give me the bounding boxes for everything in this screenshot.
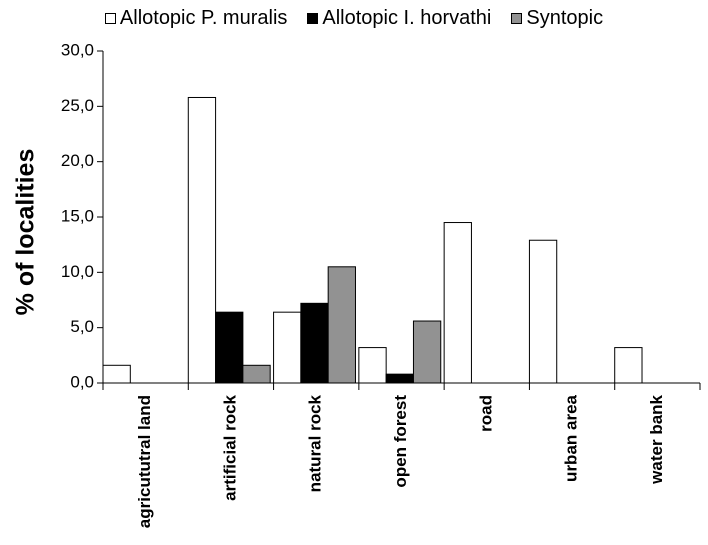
legend-item-p-muralis: Allotopic P. muralis: [104, 6, 288, 30]
bar-allotopic-p-muralis-4: [443, 222, 472, 384]
y-axis-label: % of localities: [12, 149, 40, 316]
legend-item-i-horvathi: Allotopic I. horvathi: [307, 7, 491, 30]
legend-swatch-p-muralis: [104, 12, 116, 24]
bar-allotopic-p-muralis-2: [273, 311, 302, 384]
y-tick-label: 20,0: [61, 151, 94, 170]
y-tick-label: 15,0: [61, 206, 94, 225]
x-tick-label: water bank: [647, 394, 666, 484]
x-tick-label: artificial rock: [220, 394, 239, 500]
legend: Allotopic P. muralis Allotopic I. horvat…: [0, 3, 708, 33]
y-tick-label: 10,0: [61, 262, 94, 281]
x-tick-label: agricututral land: [135, 395, 154, 528]
bar-allotopic-p-muralis-1: [187, 96, 217, 384]
x-tick-label: open forest: [391, 395, 410, 488]
x-tick-label: urban area: [562, 394, 581, 481]
bar-syntopic-1: [242, 364, 271, 384]
legend-item-syntopic: Syntopic: [511, 7, 603, 30]
bar-allotopic-p-muralis-5: [528, 239, 558, 384]
bar-syntopic-2: [327, 266, 356, 384]
bar-allotopic-p-muralis-0: [102, 364, 131, 384]
bar-allotopic-i-horvathi-3: [385, 373, 414, 384]
plot-area: 0,0 5,0 10,0 15,0 20,0 25,0 30,0 agricututral l…: [61, 40, 701, 528]
legend-swatch-i-horvathi: [307, 12, 319, 24]
y-tick-label: 30,0: [61, 40, 94, 59]
y-tick-label: 0,0: [70, 372, 94, 391]
bar-syntopic-3: [412, 320, 442, 384]
bar-allotopic-i-horvathi-1: [215, 311, 244, 384]
x-tick-label: road: [476, 395, 495, 432]
legend-swatch-syntopic: [511, 12, 523, 24]
bar-allotopic-p-muralis-6: [614, 347, 643, 384]
y-tick-label: 5,0: [70, 317, 94, 336]
legend-label-p-muralis: Allotopic P. muralis: [119, 6, 288, 29]
x-tick-label: natural rock: [306, 394, 325, 492]
y-tick-label: 25,0: [61, 96, 94, 115]
legend-label-syntopic: Syntopic: [526, 6, 604, 29]
bar-allotopic-p-muralis-3: [358, 347, 387, 384]
legend-label-i-horvathi: Allotopic I. horvathi: [322, 6, 492, 29]
bar-allotopic-i-horvathi-2: [300, 302, 329, 384]
